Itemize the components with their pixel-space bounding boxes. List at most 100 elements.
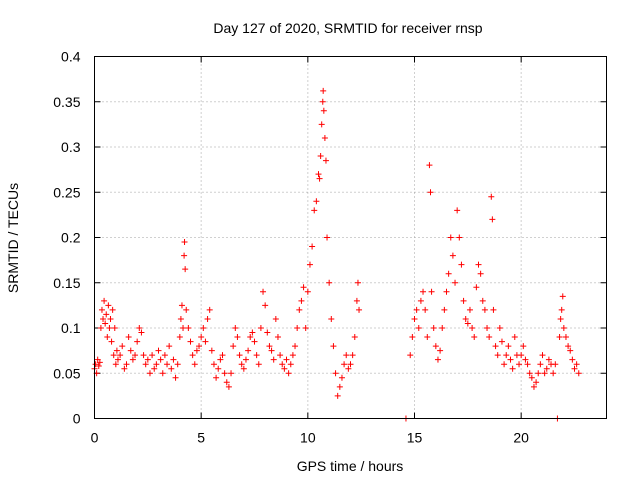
data-point bbox=[522, 356, 529, 363]
data-point bbox=[559, 293, 566, 300]
data-point bbox=[213, 374, 220, 381]
data-point bbox=[569, 356, 576, 363]
data-point bbox=[168, 365, 175, 372]
data-point bbox=[170, 356, 177, 363]
data-point bbox=[498, 338, 505, 345]
data-point bbox=[567, 347, 574, 354]
data-point bbox=[530, 383, 537, 390]
y-tick-label: 0.1 bbox=[61, 320, 81, 336]
data-point bbox=[138, 329, 145, 336]
data-point bbox=[277, 352, 284, 359]
data-point bbox=[409, 334, 416, 341]
data-point bbox=[550, 370, 557, 377]
data-point bbox=[225, 383, 232, 390]
y-tick-label: 0.05 bbox=[53, 365, 80, 381]
data-point bbox=[101, 297, 108, 304]
data-point bbox=[151, 365, 158, 372]
data-point bbox=[426, 162, 433, 169]
data-point bbox=[191, 361, 198, 368]
data-point bbox=[174, 361, 181, 368]
data-point bbox=[462, 315, 469, 322]
data-point bbox=[413, 306, 420, 313]
data-point bbox=[300, 284, 307, 291]
data-point bbox=[204, 315, 211, 322]
data-point bbox=[140, 352, 147, 359]
data-point bbox=[560, 325, 567, 331]
y-axis-label: SRMTID / TECUs bbox=[5, 183, 21, 293]
data-point bbox=[157, 356, 164, 363]
data-point bbox=[304, 288, 311, 295]
data-point bbox=[125, 334, 132, 341]
data-point bbox=[109, 306, 116, 313]
x-tick-label: 15 bbox=[407, 430, 423, 446]
data-point bbox=[127, 347, 134, 354]
data-point bbox=[452, 279, 459, 286]
data-point bbox=[242, 356, 249, 363]
data-point bbox=[236, 352, 243, 359]
data-point bbox=[264, 329, 271, 336]
data-point bbox=[202, 338, 209, 345]
data-point bbox=[509, 365, 516, 372]
data-point bbox=[537, 361, 544, 368]
data-point bbox=[298, 297, 305, 304]
data-point bbox=[281, 365, 288, 372]
data-point bbox=[292, 343, 299, 350]
data-point bbox=[245, 347, 252, 354]
data-point bbox=[166, 343, 173, 350]
data-point bbox=[181, 252, 188, 259]
data-point bbox=[108, 338, 115, 345]
data-point bbox=[198, 334, 205, 341]
data-point bbox=[159, 370, 166, 377]
data-point bbox=[511, 334, 518, 341]
data-point bbox=[97, 325, 104, 331]
data-point bbox=[437, 347, 444, 354]
data-point bbox=[324, 234, 331, 241]
data-point bbox=[336, 383, 343, 390]
data-points bbox=[91, 87, 582, 422]
data-point bbox=[113, 347, 120, 354]
data-point bbox=[320, 87, 327, 94]
data-point bbox=[332, 370, 339, 377]
data-point bbox=[215, 365, 222, 372]
data-point bbox=[266, 343, 273, 350]
data-point bbox=[526, 370, 533, 377]
data-point bbox=[321, 134, 328, 141]
y-tick-label: 0.35 bbox=[53, 94, 80, 110]
data-point bbox=[441, 306, 448, 313]
data-point bbox=[238, 361, 245, 368]
data-point bbox=[562, 334, 569, 341]
data-point bbox=[428, 288, 435, 295]
data-point bbox=[341, 361, 348, 368]
data-point bbox=[573, 361, 580, 368]
data-point bbox=[313, 198, 320, 205]
data-point bbox=[524, 361, 531, 368]
data-point bbox=[164, 361, 171, 368]
data-point bbox=[255, 361, 262, 368]
data-point bbox=[274, 334, 281, 341]
data-point bbox=[571, 365, 578, 372]
data-point bbox=[318, 121, 325, 128]
data-point bbox=[541, 370, 548, 377]
data-point bbox=[95, 363, 102, 370]
data-point bbox=[334, 392, 341, 399]
data-point bbox=[565, 343, 572, 350]
data-point bbox=[302, 325, 309, 331]
data-point bbox=[543, 365, 550, 372]
data-point bbox=[185, 325, 192, 331]
data-point bbox=[146, 370, 153, 377]
data-point bbox=[477, 270, 484, 277]
data-point bbox=[251, 338, 258, 345]
data-point bbox=[489, 216, 496, 223]
data-point bbox=[473, 284, 480, 291]
data-point bbox=[180, 325, 187, 331]
data-point bbox=[556, 334, 563, 341]
data-point bbox=[110, 352, 117, 359]
data-point bbox=[112, 361, 119, 368]
data-point bbox=[545, 356, 552, 363]
data-point bbox=[272, 315, 279, 322]
data-point bbox=[496, 325, 503, 331]
data-point bbox=[528, 374, 535, 381]
data-point bbox=[351, 334, 358, 341]
data-point bbox=[575, 370, 582, 377]
data-point bbox=[558, 306, 565, 313]
